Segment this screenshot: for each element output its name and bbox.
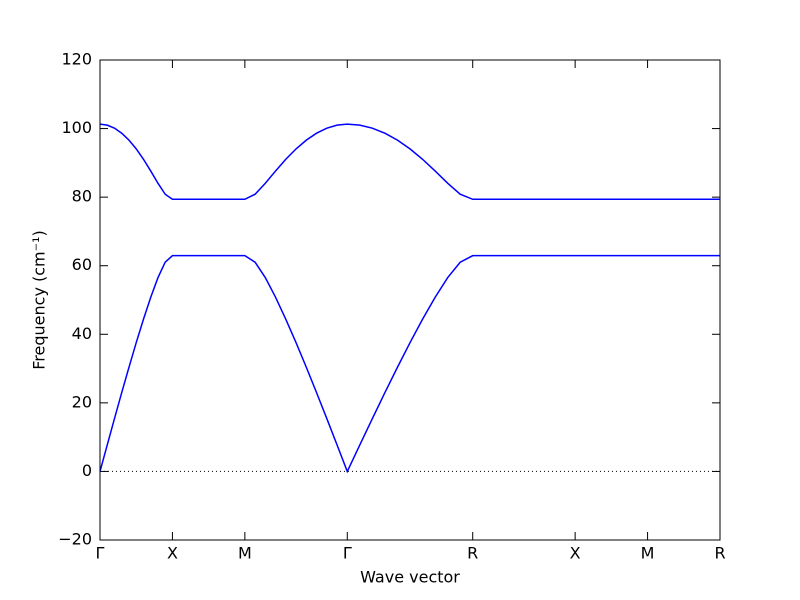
plot-frame bbox=[99, 59, 721, 541]
y-tick-label: 80 bbox=[72, 187, 92, 206]
y-tick-label: 100 bbox=[61, 118, 92, 137]
y-tick-label: 0 bbox=[82, 461, 92, 480]
x-tick-label: Γ bbox=[343, 544, 352, 563]
x-tick-label: M bbox=[641, 544, 655, 563]
y-tick-label: 60 bbox=[72, 255, 92, 274]
y-axis-label: Frequency (cm⁻¹) bbox=[30, 230, 49, 369]
x-tick-label: M bbox=[238, 544, 252, 563]
y-tick-label: 120 bbox=[61, 50, 92, 69]
y-tick-label: −20 bbox=[58, 530, 92, 549]
band-line bbox=[99, 254, 720, 474]
y-tick-label: 20 bbox=[72, 392, 92, 411]
x-tick-label: R bbox=[467, 544, 478, 563]
x-tick-label: Γ bbox=[96, 544, 105, 563]
x-axis-label: Wave vector bbox=[360, 568, 460, 587]
band-line bbox=[99, 123, 720, 201]
x-tick-label: X bbox=[167, 544, 178, 563]
x-tick-label: X bbox=[570, 544, 581, 563]
y-tick-label: 40 bbox=[72, 324, 92, 343]
x-tick-label: R bbox=[714, 544, 725, 563]
